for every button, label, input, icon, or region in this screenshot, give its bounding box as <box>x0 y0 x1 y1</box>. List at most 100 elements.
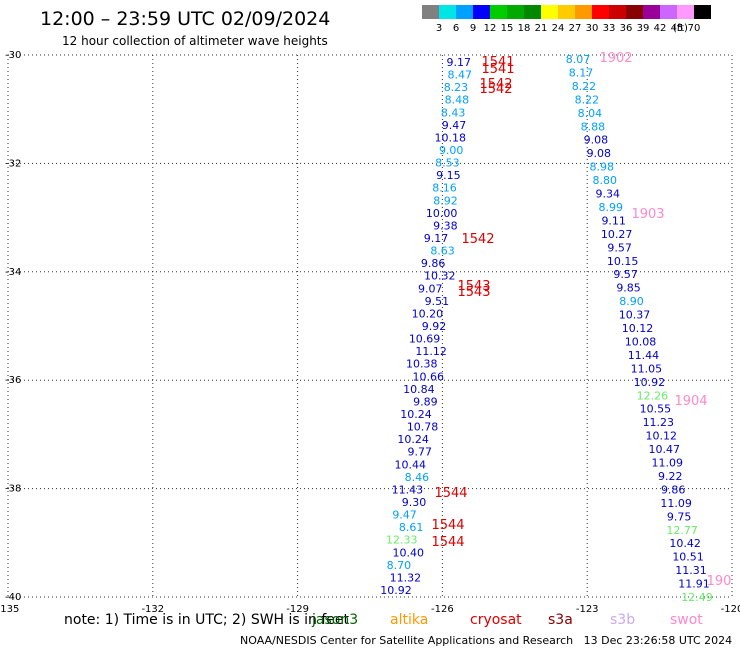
wave-height-label: 10.69 <box>409 333 441 346</box>
credit-timestamp: 13 Dec 23:26:58 UTC 2024 <box>583 634 733 647</box>
legend-swatch <box>677 5 694 19</box>
longitude-label: -123 <box>576 604 599 615</box>
pass-time-label: 1541 <box>481 62 514 77</box>
wave-height-label: 10.24 <box>397 433 429 446</box>
satellite-s3b: s3b <box>610 612 636 628</box>
credit-text: NOAA/NESDIS Center for Satellite Applica… <box>240 634 574 647</box>
legend-swatch <box>592 5 609 19</box>
pass-time-label: 1902 <box>599 51 632 66</box>
wave-height-label: 8.88 <box>581 120 606 133</box>
wave-height-label: 11.32 <box>390 571 422 584</box>
wave-height-label: 10.15 <box>607 255 639 268</box>
legend-label: (ft) <box>673 23 688 34</box>
wave-height-label: 9.00 <box>439 144 464 157</box>
satellite-s3a: s3a <box>548 612 573 628</box>
legend-swatch <box>575 5 592 19</box>
legend-swatch <box>643 5 660 19</box>
wave-height-label: 10.20 <box>412 307 444 320</box>
pass-time-label: 1542 <box>479 77 512 92</box>
wave-height-label: 10.84 <box>403 383 435 396</box>
pass-time-label: 1542 <box>461 232 494 247</box>
wave-height-label: 8.23 <box>444 81 469 94</box>
wave-height-label: 9.51 <box>425 295 450 308</box>
legend-label: 3 <box>436 23 442 34</box>
legend-label: 12 <box>484 23 497 34</box>
wave-height-label: 10.55 <box>640 403 672 416</box>
wave-height-label: 11.31 <box>675 564 707 577</box>
pass-time-label: 1542 <box>479 82 512 97</box>
pass-time-label: 1544 <box>431 518 464 533</box>
credit-line: NOAA/NESDIS Center for Satellite Applica… <box>240 634 732 647</box>
wave-height-label: 8.16 <box>432 182 457 195</box>
wave-height-label: 9.75 <box>667 510 692 523</box>
wave-height-label: 9.15 <box>436 169 461 182</box>
wave-height-label: 9.38 <box>433 219 458 232</box>
pass-time-label: 190 <box>707 574 732 589</box>
legend-label: 15 <box>501 23 514 34</box>
wave-height-label: 8.22 <box>575 93 600 106</box>
legend-label: 24 <box>552 23 565 34</box>
wave-height-label: 8.90 <box>619 295 644 308</box>
wave-height-label: 10.66 <box>413 370 445 383</box>
wave-height-label: 8.48 <box>445 94 470 107</box>
legend-label: 9 <box>470 23 476 34</box>
pass-time-label: 1541 <box>481 55 514 70</box>
wave-height-label: 9.57 <box>613 268 638 281</box>
wave-height-label: 10.37 <box>619 309 651 322</box>
legend-swatch <box>439 5 456 19</box>
legend-swatch <box>507 5 524 19</box>
legend-swatch <box>490 5 507 19</box>
wave-height-label: 8.46 <box>405 471 430 484</box>
legend-swatch <box>456 5 473 19</box>
legend-swatch <box>473 5 490 19</box>
longitude-label: -120 <box>721 604 740 615</box>
wave-height-label: 10.08 <box>625 335 657 348</box>
wave-height-label: 11.91 <box>678 578 710 591</box>
wave-height-label: 9.22 <box>658 470 683 483</box>
wave-height-label: 9.85 <box>616 282 641 295</box>
legend-label: 39 <box>637 23 650 34</box>
wave-height-label: 10.40 <box>393 546 425 559</box>
wave-height-label: 9.47 <box>442 119 467 132</box>
legend-label: 42 <box>654 23 667 34</box>
satellite-cryosat: cryosat <box>470 612 522 628</box>
wave-height-label: 10.42 <box>669 537 701 550</box>
wave-height-label: 11.09 <box>652 457 684 470</box>
pass-time-label: 1543 <box>457 279 490 294</box>
wave-height-label: 11.43 <box>392 483 424 496</box>
latitude-label: -34 <box>5 267 21 278</box>
wave-height-label: 10.78 <box>407 421 439 434</box>
pass-time-label: 1544 <box>434 486 467 501</box>
wave-height-label: 9.17 <box>424 232 449 245</box>
legend-label: 21 <box>535 23 548 34</box>
wave-height-label: 8.07 <box>566 53 591 66</box>
wave-height-label: 12.33 <box>386 534 418 547</box>
wave-height-label: 12.77 <box>666 524 698 537</box>
legend-swatch <box>524 5 541 19</box>
wave-height-label: 8.47 <box>448 69 473 82</box>
wave-height-label: 10.51 <box>672 551 704 564</box>
wave-height-label: 10.12 <box>622 322 654 335</box>
latitude-label: -40 <box>5 592 21 603</box>
wave-height-label: 10.92 <box>380 584 412 597</box>
legend-label: 70 <box>688 23 701 34</box>
longitude-label: -135 <box>0 604 19 615</box>
latitude-label: -36 <box>5 375 21 386</box>
page-title: 12:00 – 23:59 UTC 02/09/2024 <box>40 8 331 30</box>
legend-label: 18 <box>518 23 531 34</box>
wave-height-label: 11.44 <box>628 349 660 362</box>
wave-height-label: 11.12 <box>415 345 447 358</box>
pass-time-label: 1904 <box>674 394 707 409</box>
latitude-label: -32 <box>5 158 21 169</box>
wave-height-label: 8.04 <box>578 107 603 120</box>
legend-swatch <box>422 5 439 19</box>
wave-height-label: 9.34 <box>596 188 621 201</box>
wave-height-label: 9.86 <box>661 483 686 496</box>
satellite-altika: altika <box>390 612 429 628</box>
wave-height-label: 9.89 <box>413 395 438 408</box>
wave-height-label: 9.47 <box>392 509 417 522</box>
wave-height-label: 8.53 <box>435 157 460 170</box>
wave-height-label: 10.18 <box>434 131 466 144</box>
latitude-label: -38 <box>5 484 21 495</box>
